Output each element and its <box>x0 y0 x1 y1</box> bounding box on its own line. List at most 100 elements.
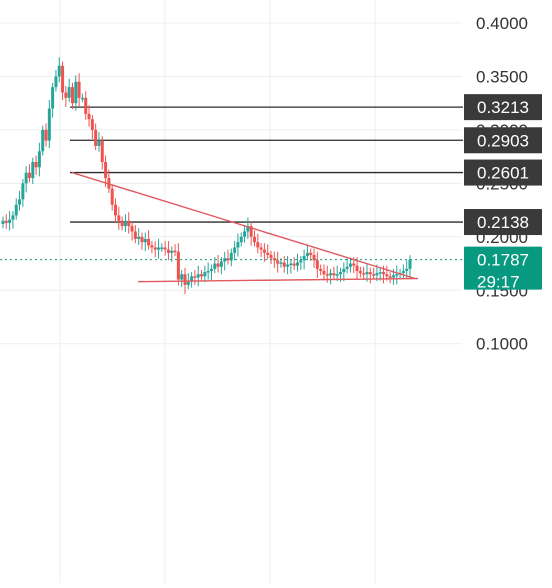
candle-body <box>84 97 88 114</box>
candle-body <box>272 258 276 261</box>
candle-body <box>70 87 74 104</box>
candle-body <box>34 161 38 168</box>
candle-body <box>8 219 12 223</box>
candle-body <box>123 220 127 227</box>
candle-body <box>319 268 323 272</box>
candle-body <box>54 76 58 88</box>
candle-body <box>137 236 141 239</box>
candle-body <box>114 204 118 216</box>
candle-body <box>332 273 336 276</box>
candle-body <box>77 81 81 98</box>
triangle-lower-trendline[interactable] <box>137 277 419 283</box>
candle-body <box>259 247 263 250</box>
candle-body <box>127 220 131 227</box>
candle-body <box>339 272 343 275</box>
candle-body <box>358 271 362 274</box>
candle-body <box>213 263 217 269</box>
candle-body <box>37 151 41 168</box>
candle-body <box>163 247 167 250</box>
candle-body <box>368 272 372 275</box>
candle-body <box>94 129 98 146</box>
candle-body <box>229 252 233 261</box>
candle-body <box>295 262 299 266</box>
candle-body <box>375 273 379 276</box>
candle-body <box>190 276 194 282</box>
level-tags: 0.3213 0.2903 0.2601 0.2138 <box>464 94 542 236</box>
level-tag-label: 0.2138 <box>477 213 529 232</box>
countdown-label: 29:17 <box>477 273 520 292</box>
candle-body <box>186 281 190 285</box>
triangle-upper-trendline[interactable] <box>71 171 416 280</box>
candle-body <box>292 263 296 266</box>
candle-body <box>27 172 31 179</box>
candle-body <box>276 260 280 264</box>
candle-body <box>243 231 247 237</box>
level-tag-label: 0.2903 <box>477 131 529 150</box>
candle-body <box>1 220 5 224</box>
y-tick-label: 0.3500 <box>476 67 528 86</box>
candlesticks <box>1 57 412 294</box>
candle-body <box>305 252 309 257</box>
level-tag <box>464 94 542 121</box>
candle-body <box>21 183 25 200</box>
candle-body <box>31 161 35 179</box>
candle-body <box>246 226 250 232</box>
candle-body <box>262 249 266 253</box>
candle-body <box>322 271 326 275</box>
candle-body <box>325 274 329 276</box>
candle-body <box>335 274 339 276</box>
candle-body <box>90 119 94 130</box>
candle-body <box>41 129 45 152</box>
candle-body <box>372 274 376 276</box>
candle-body <box>87 113 91 120</box>
level-tag <box>464 159 542 186</box>
candle-body <box>299 260 303 263</box>
level-tag-label: 0.3213 <box>477 98 529 117</box>
candle-body <box>266 252 270 255</box>
candle-body <box>64 92 68 98</box>
candle-body <box>24 172 28 184</box>
candle-body <box>200 274 204 277</box>
current-price-label: 0.1787 <box>477 251 529 270</box>
candle-body <box>130 226 134 232</box>
candle-body <box>157 247 161 250</box>
candle-body <box>183 274 187 285</box>
candle-body <box>408 259 412 269</box>
candle-body <box>160 247 164 249</box>
candle-body <box>150 245 154 248</box>
candle-body <box>4 220 8 223</box>
candle-body <box>193 276 197 278</box>
current-price-badge <box>464 246 542 290</box>
candle-body <box>226 258 230 261</box>
candle-body <box>249 226 253 237</box>
triangle-pattern[interactable] <box>71 171 419 283</box>
candle-body <box>14 204 18 216</box>
candle-body <box>401 271 405 274</box>
candle-body <box>388 276 392 278</box>
candle-body <box>391 275 395 278</box>
candle-body <box>47 108 51 141</box>
candle-body <box>140 236 144 243</box>
candle-body <box>51 87 55 109</box>
candle-body <box>252 236 256 243</box>
y-tick-label: 0.4000 <box>476 14 528 33</box>
candle-body <box>378 272 382 274</box>
grid-lines <box>0 0 462 583</box>
candle-body <box>110 188 114 205</box>
candle-body <box>286 264 290 267</box>
candle-body <box>104 161 108 179</box>
candle-body <box>67 87 71 98</box>
horizontal-levels <box>70 106 463 223</box>
candle-body <box>355 265 359 272</box>
candle-body <box>153 247 157 250</box>
candle-body <box>203 272 207 277</box>
candle-body <box>382 272 386 275</box>
candle-body <box>117 215 121 221</box>
candle-body <box>309 252 313 255</box>
candle-body <box>196 274 200 278</box>
candle-body <box>61 65 65 93</box>
candle-body <box>143 238 147 243</box>
candle-body <box>166 249 170 253</box>
